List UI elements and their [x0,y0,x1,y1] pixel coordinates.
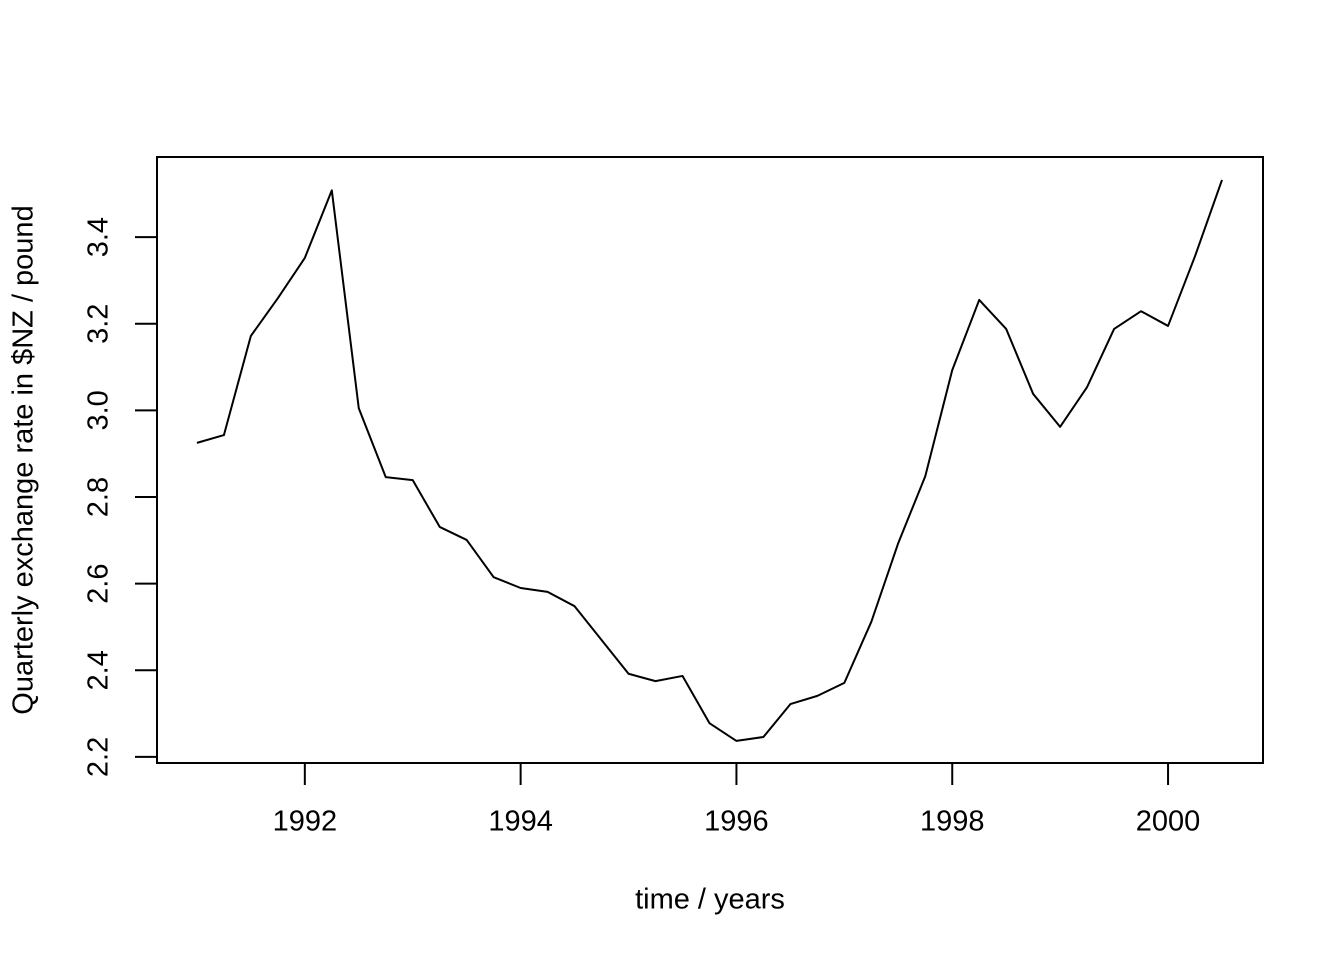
x-tick-label: 1996 [704,806,769,838]
y-tick-label: 2.2 [83,737,115,777]
y-tick-label: 3.0 [83,390,115,430]
x-tick-label: 1994 [488,806,553,838]
y-tick-label: 2.4 [83,650,115,690]
x-tick-label: 1992 [273,806,338,838]
plot-frame [156,156,1264,764]
y-axis-title: Quarterly exchange rate in $NZ / pound [8,205,40,714]
x-tick-label: 2000 [1136,806,1201,838]
y-tick-label: 3.2 [83,304,115,344]
x-tick-label: 1998 [920,806,985,838]
y-tick-label: 2.8 [83,477,115,517]
y-tick-label: 3.4 [83,217,115,257]
data-line [196,179,1223,742]
y-tick-label: 2.6 [83,564,115,604]
x-axis-title: time / years [635,884,785,916]
